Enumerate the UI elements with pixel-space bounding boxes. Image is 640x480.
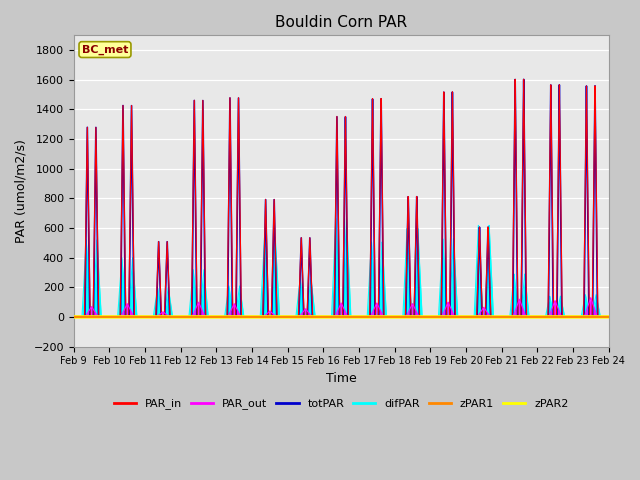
Legend: PAR_in, PAR_out, totPAR, difPAR, zPAR1, zPAR2: PAR_in, PAR_out, totPAR, difPAR, zPAR1, …	[109, 394, 573, 414]
Text: BC_met: BC_met	[82, 45, 128, 55]
Y-axis label: PAR (umol/m2/s): PAR (umol/m2/s)	[15, 139, 28, 243]
X-axis label: Time: Time	[326, 372, 356, 385]
Title: Bouldin Corn PAR: Bouldin Corn PAR	[275, 15, 407, 30]
